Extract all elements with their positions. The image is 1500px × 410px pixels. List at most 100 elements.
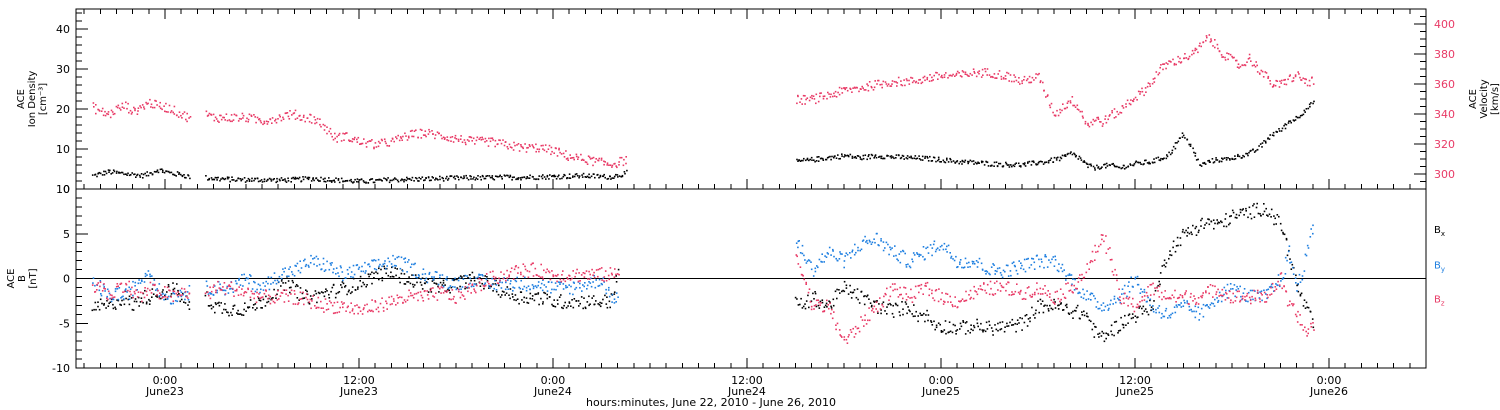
density-point	[133, 173, 135, 176]
Bx-point	[1131, 313, 1134, 315]
Bx-point	[824, 304, 827, 307]
velocity-point	[1152, 78, 1155, 80]
density-point	[1118, 166, 1121, 169]
Bx-point	[805, 300, 808, 302]
By-point	[1268, 286, 1271, 288]
Bx-point	[1049, 304, 1051, 307]
Bx-point	[371, 282, 373, 285]
Bx-point	[926, 309, 928, 312]
density-point	[1067, 152, 1069, 155]
density-point	[129, 174, 132, 176]
velocity-point	[1224, 56, 1226, 59]
By-point	[569, 292, 571, 295]
velocity-point	[402, 135, 404, 138]
density-point	[1069, 152, 1071, 155]
Bx-point	[91, 309, 94, 312]
Bx-point	[1121, 323, 1124, 326]
velocity-point	[1099, 121, 1101, 123]
Bz-point	[471, 284, 473, 286]
density-point	[864, 154, 867, 156]
Bz-point	[101, 290, 104, 292]
By-point	[281, 274, 283, 276]
density-point	[538, 175, 540, 177]
velocity-point	[1113, 117, 1116, 119]
Bx-point	[1256, 202, 1258, 205]
density-point	[880, 155, 883, 158]
density-point	[261, 181, 264, 183]
density-point	[1104, 163, 1106, 166]
By-point	[993, 264, 995, 266]
By-point	[922, 246, 925, 248]
Bz-point	[815, 299, 818, 302]
Bx-point	[531, 295, 534, 297]
Bz-point	[601, 279, 603, 281]
Bz-point	[468, 287, 470, 289]
Bx-point	[935, 326, 938, 329]
Bx-point	[1187, 227, 1189, 229]
By-point	[100, 294, 103, 297]
density-point	[135, 176, 137, 178]
velocity-point	[846, 89, 849, 92]
Bz-point	[1267, 296, 1269, 299]
By-point	[278, 281, 280, 283]
Bx-point	[992, 334, 994, 336]
density-point	[474, 179, 477, 181]
By-point	[1306, 244, 1309, 247]
By-point	[889, 246, 891, 249]
density-point	[1074, 155, 1077, 158]
By-point	[280, 277, 283, 280]
density-point	[162, 169, 164, 172]
density-point	[924, 155, 927, 158]
density-point	[417, 180, 419, 182]
By-point	[823, 261, 825, 263]
density-point	[121, 171, 124, 174]
Bx-point	[403, 283, 406, 285]
velocity-point	[1154, 77, 1156, 80]
By-point	[968, 261, 970, 264]
velocity-point	[811, 97, 813, 100]
By-point	[844, 255, 846, 257]
By-point	[845, 252, 848, 254]
velocity-point	[1128, 102, 1131, 105]
Bx-point	[999, 328, 1001, 331]
velocity-point	[411, 135, 413, 138]
density-point	[208, 178, 210, 181]
velocity-point	[978, 72, 980, 75]
By-point	[972, 261, 975, 263]
velocity-point	[1175, 63, 1177, 66]
Bx-point	[290, 286, 292, 289]
By-point	[1281, 278, 1284, 280]
Bx-point	[1144, 308, 1147, 310]
density-point	[962, 160, 964, 163]
density-point	[294, 178, 297, 180]
Bx-point	[378, 267, 380, 270]
By-point	[238, 277, 240, 280]
Bx-point	[414, 274, 417, 276]
Bx-point	[529, 297, 531, 300]
By-point	[1040, 258, 1043, 261]
velocity-point	[1121, 105, 1124, 107]
Bx-point	[1291, 263, 1294, 266]
Bz-point	[212, 286, 215, 288]
By-point	[393, 264, 396, 267]
Bz-point	[979, 285, 982, 287]
density-point	[1215, 159, 1217, 161]
velocity-point	[1102, 123, 1104, 125]
Bz-point	[1090, 260, 1092, 262]
By-point	[820, 260, 822, 263]
velocity-point	[968, 75, 970, 77]
Bx-point	[853, 289, 856, 291]
Bz-point	[245, 291, 248, 294]
Bx-point	[109, 301, 112, 303]
Bx-point	[399, 281, 401, 284]
Bz-point	[1122, 297, 1125, 300]
Bx-point	[851, 291, 854, 294]
Bx-point	[179, 300, 181, 303]
density-point	[587, 176, 590, 179]
density-point	[472, 178, 474, 180]
Bx-point	[391, 275, 394, 278]
By-point	[996, 267, 999, 270]
density-point	[494, 175, 497, 177]
Bx-point	[917, 320, 919, 323]
